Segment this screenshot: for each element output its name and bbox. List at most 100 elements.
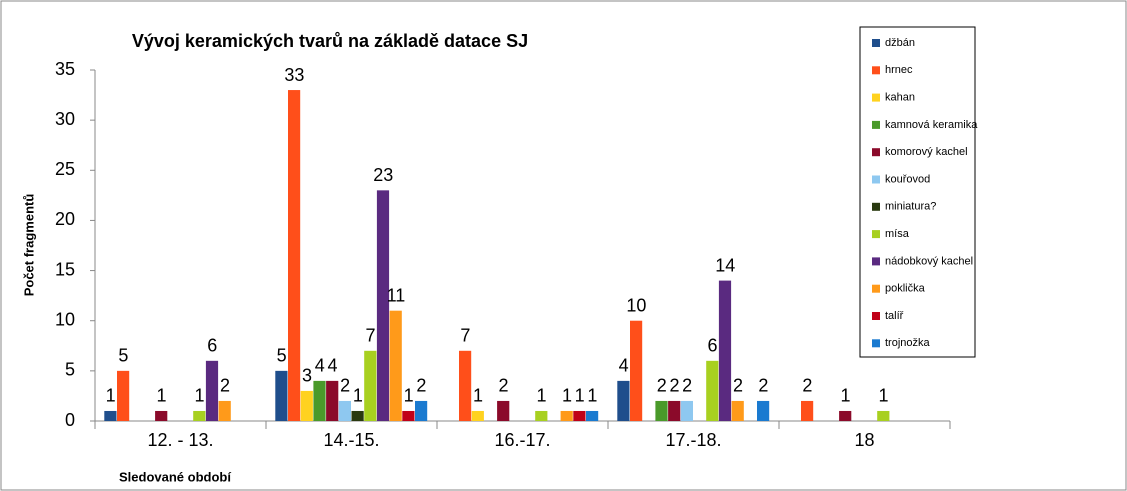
y-tick-label: 30 [55,109,75,129]
legend-label: nádobkový kachel [885,255,973,267]
bar [573,410,586,421]
legend-swatch [872,257,880,266]
data-label: 1 [587,386,597,406]
bar [801,400,814,421]
y-tick-label: 0 [65,410,75,430]
data-label: 23 [373,165,393,185]
bar [706,360,719,421]
data-label: 3 [302,366,312,386]
legend-swatch [872,284,880,293]
legend-label: hrnec [885,64,913,76]
legend-label: komorový kachel [885,146,968,158]
data-label: 2 [758,376,768,396]
data-label: 2 [340,376,350,396]
legend-label: poklička [885,283,926,295]
bar [218,400,231,421]
bar [839,410,852,421]
bar [535,410,548,421]
y-axis-label: Počet fragmentů [21,194,36,297]
data-label: 6 [207,336,217,356]
legend-label: džbán [885,37,915,49]
bar [497,400,510,421]
data-label: 7 [460,326,470,346]
data-label: 2 [733,376,743,396]
data-label: 2 [416,376,426,396]
data-label: 4 [315,356,325,376]
bar [300,390,313,421]
x-tick-label: 18 [854,430,874,450]
y-tick-label: 5 [65,360,75,380]
bar [402,410,415,421]
data-label: 1 [353,386,363,406]
bar [655,400,668,421]
data-label: 1 [195,386,205,406]
bar [205,360,219,421]
data-label: 2 [802,376,812,396]
bar [668,400,681,421]
data-label: 1 [537,386,547,406]
bar [757,400,770,421]
data-label: 2 [669,376,679,396]
x-tick-label: 17.-18. [665,430,721,450]
legend-label: trojnožka [885,337,931,349]
bar [630,320,643,421]
data-label: 1 [156,386,166,406]
data-label: 5 [277,346,287,366]
data-label: 2 [220,376,230,396]
data-label: 2 [498,376,508,396]
bar [104,410,117,421]
legend-label: miniatura? [885,201,936,213]
x-tick-label: 16.-17. [494,430,550,450]
data-label: 4 [619,356,629,376]
bar [117,370,130,421]
bar [193,410,206,421]
bar [288,90,301,422]
bar [731,400,744,421]
data-label: 2 [657,376,667,396]
bar [877,410,890,421]
bar [275,370,288,421]
legend-label: talíř [885,310,904,322]
x-axis-label: Sledované období [119,469,231,484]
legend-box [859,26,976,358]
legend-swatch [872,93,880,102]
legend-swatch [872,312,880,320]
data-label: 7 [366,326,376,346]
y-tick-label: 20 [55,209,75,229]
data-label: 5 [118,346,128,366]
legend-swatch [872,148,880,157]
bar [560,410,573,421]
y-tick-label: 15 [55,259,75,279]
bar [364,350,377,421]
data-label: 1 [562,386,572,406]
legend-label: kamnová keramika [885,119,978,131]
bar [376,190,390,421]
bar [586,410,599,421]
x-tick-label: 14.-15. [323,430,379,450]
y-tick-label: 10 [55,309,75,329]
legend-swatch [872,175,880,184]
data-label: 2 [682,376,692,396]
data-label: 6 [708,336,718,356]
data-label: 10 [626,295,646,315]
data-label: 1 [473,386,483,406]
legend-swatch [872,39,880,47]
legend-label: kahan [885,92,915,104]
x-tick-label: 12. - 13. [147,430,213,450]
bar [718,280,732,421]
bar [351,410,364,421]
legend-swatch [872,202,880,211]
bar [680,400,693,421]
data-label: 33 [284,65,304,85]
legend-swatch [872,120,880,129]
bar [415,400,428,421]
data-label: 4 [327,356,337,376]
bar [155,410,168,421]
data-label: 14 [715,255,735,275]
bar [459,350,472,421]
legend-swatch [872,230,880,239]
legend-label: mísa [885,228,910,240]
data-label: 1 [575,386,585,406]
bar [338,400,351,421]
